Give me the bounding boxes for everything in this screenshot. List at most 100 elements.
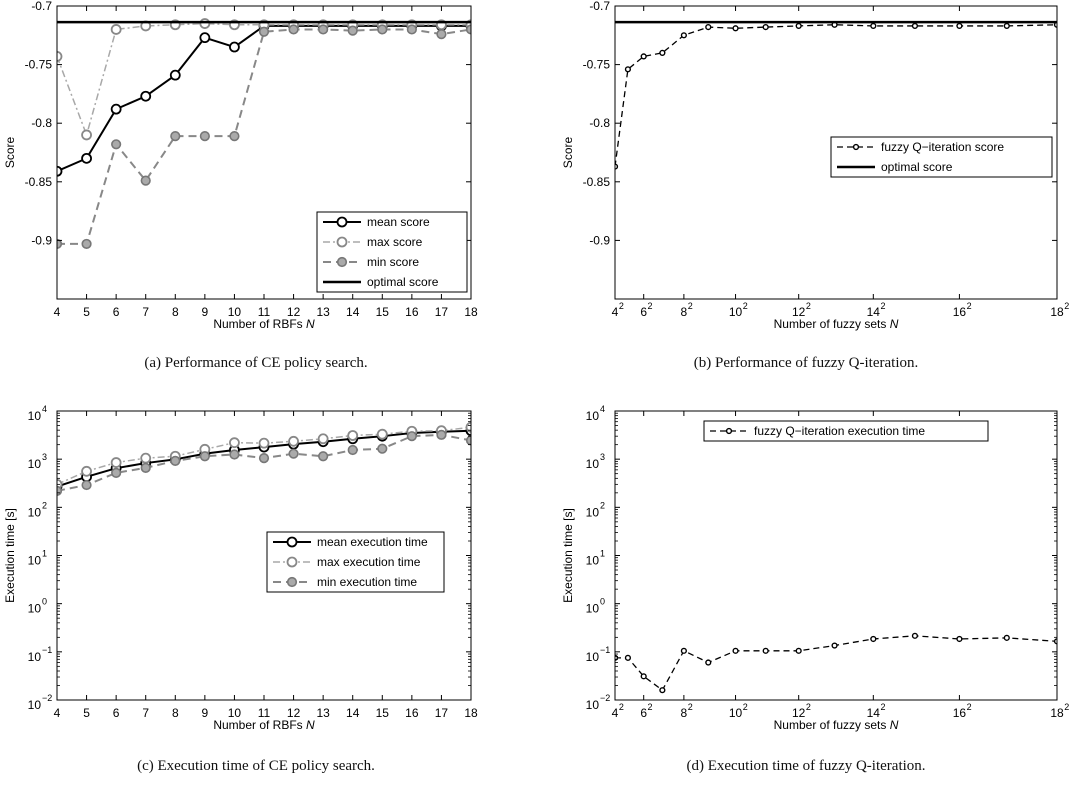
data-point-max-11 (376, 428, 388, 440)
x-tick-exponent: 2 (806, 702, 811, 712)
y-tick-label: -0.75 (583, 58, 611, 72)
y-tick-label: 10 (586, 409, 600, 423)
data-point-fuzzy-2 (640, 673, 647, 680)
x-tick-label: 8 (172, 706, 179, 720)
y-tick-label: 10 (586, 505, 600, 519)
y-axis-label: Score (561, 137, 575, 169)
x-tick-exponent: 2 (806, 301, 811, 311)
y-tick-label: 10 (28, 650, 42, 664)
x-tick-label: 8 (681, 305, 688, 319)
x-tick-label: 7 (142, 305, 149, 319)
x-tick-label: 6 (113, 706, 120, 720)
data-point-fuzzy-8 (795, 22, 802, 30)
legend-marker-fuzzy (725, 427, 733, 435)
x-axis-label-text: Number of RBFs (213, 718, 306, 732)
series-line-fuzzy (615, 24, 1057, 167)
legend-label-optimal: optimal score (367, 275, 439, 289)
data-point-fuzzy-7 (762, 23, 769, 31)
legend-label-fuzzy: fuzzy Q−iteration execution time (754, 424, 925, 438)
y-tick-exponent: −2 (42, 693, 52, 703)
x-tick-label: 16 (405, 305, 419, 319)
x-tick-label: 14 (346, 305, 360, 319)
x-tick-exponent: 2 (619, 301, 624, 311)
legend-marker-min (286, 576, 298, 588)
plot-frame (614, 410, 1058, 701)
data-point-min-10 (347, 25, 358, 36)
y-tick-label: 10 (586, 650, 600, 664)
series-max (57, 18, 471, 141)
x-tick-label: 13 (316, 305, 330, 319)
data-point-max-10 (347, 430, 359, 441)
legend-marker-mean (286, 536, 298, 548)
data-point-max-7 (258, 437, 270, 449)
x-tick-exponent: 2 (881, 702, 886, 712)
legend-marker-max (336, 236, 348, 248)
x-axis-label: Number of fuzzy sets N (774, 317, 899, 331)
data-point-fuzzy-1 (624, 654, 632, 661)
y-tick-label: -0.8 (589, 116, 610, 130)
x-tick-exponent: 2 (648, 301, 653, 311)
data-point-fuzzy-4 (680, 647, 687, 654)
data-point-mean-6 (229, 41, 240, 53)
legend-box (830, 136, 1053, 178)
y-tick-exponent: 0 (42, 597, 47, 607)
data-point-min-3 (140, 462, 151, 473)
x-tick-label: 18 (464, 305, 478, 319)
legend-marker-mean (336, 216, 348, 228)
x-tick-label: 14 (346, 706, 360, 720)
legend-label-min: min execution time (317, 575, 417, 589)
x-tick-label: 9 (202, 305, 209, 319)
x-tick-label: 17 (435, 305, 449, 319)
x-tick-label: 11 (258, 305, 271, 319)
data-point-max-0 (57, 50, 63, 62)
series-min (57, 24, 471, 250)
y-tick-exponent: −1 (600, 645, 610, 655)
x-tick-label: 10 (228, 305, 242, 319)
data-point-fuzzy-5 (705, 23, 712, 31)
data-point-min-13 (436, 429, 447, 440)
caption-d: (d) Execution time of fuzzy Q-iteration. (686, 758, 926, 774)
legend-b: fuzzy Q−iteration score optimal score (830, 136, 1053, 178)
y-tick-exponent: 3 (42, 452, 47, 462)
y-tick-label: 10 (28, 409, 42, 423)
x-tick-label: 17 (435, 706, 449, 720)
series-line-min (57, 28, 471, 245)
caption-a: (a) Performance of CE policy search. (144, 355, 368, 371)
data-point-min-8 (288, 24, 299, 35)
x-tick-label: 6 (640, 706, 647, 720)
data-point-max-3 (140, 452, 152, 464)
x-tick-exponent: 2 (967, 702, 972, 712)
data-point-mean-0 (57, 165, 63, 177)
x-tick-label: 4 (612, 706, 619, 720)
data-point-min-9 (318, 451, 329, 462)
x-tick-label: 10 (729, 706, 743, 720)
x-axis-label-text: Number of fuzzy sets (774, 718, 890, 732)
data-point-min-7 (258, 453, 270, 464)
y-tick-exponent: 4 (600, 404, 605, 414)
data-point-mean-3 (140, 90, 152, 102)
y-tick-exponent: 3 (600, 452, 605, 462)
x-tick-exponent: 2 (967, 301, 972, 311)
x-tick-exponent: 2 (619, 702, 624, 712)
data-point-fuzzy-11 (911, 632, 919, 639)
y-tick-label: 10 (28, 698, 42, 712)
x-tick-label: 5 (83, 706, 90, 720)
y-tick-exponent: −1 (42, 645, 52, 655)
x-tick-label: 12 (792, 305, 806, 319)
data-point-min-11 (377, 443, 388, 454)
data-point-fuzzy-7 (762, 647, 769, 654)
series-fuzzy (615, 632, 1057, 694)
y-tick-label: 10 (586, 602, 600, 616)
data-point-min-10 (347, 444, 358, 456)
x-tick-label: 11 (258, 706, 271, 720)
data-point-max-2 (110, 457, 122, 468)
y-tick-exponent: 1 (42, 549, 47, 559)
y-tick-label: -0.7 (589, 0, 610, 13)
data-point-fuzzy-13 (1003, 634, 1010, 641)
x-tick-label: 18 (1050, 706, 1064, 720)
data-point-min-1 (81, 479, 92, 491)
data-point-max-8 (288, 435, 299, 447)
x-tick-exponent: 2 (743, 702, 748, 712)
